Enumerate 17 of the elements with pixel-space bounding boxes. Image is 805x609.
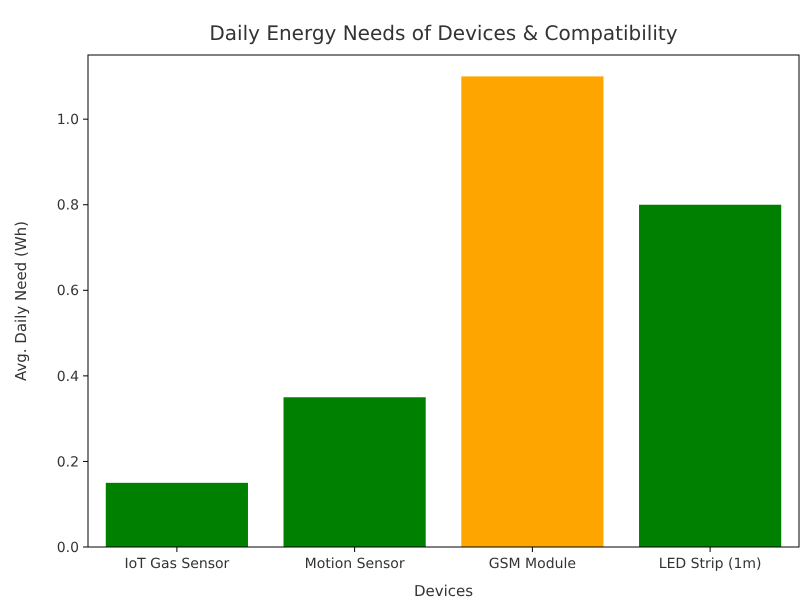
x-axis-title: Devices xyxy=(414,582,474,600)
bar xyxy=(461,76,604,547)
y-axis-title: Avg. Daily Need (Wh) xyxy=(12,220,30,382)
y-tick-label: 0.4 xyxy=(56,368,80,385)
y-tick-label: 0.0 xyxy=(56,540,79,556)
y-tick-label: 1.0 xyxy=(56,112,79,128)
x-tick-label: GSM Module xyxy=(488,556,576,572)
bar xyxy=(639,204,782,547)
bar xyxy=(284,397,426,547)
bar xyxy=(106,482,248,547)
y-tick-label: 0.6 xyxy=(56,283,80,300)
x-tick-label: IoT Gas Sensor xyxy=(124,556,230,572)
x-tick-label: LED Strip (1m) xyxy=(658,556,762,572)
x-tick-label: Motion Sensor xyxy=(304,556,405,572)
y-tick-label: 0.8 xyxy=(56,198,79,214)
chart-title: Daily Energy Needs of Devices & Compatibility xyxy=(209,21,678,45)
y-tick-label: 0.2 xyxy=(56,454,79,470)
